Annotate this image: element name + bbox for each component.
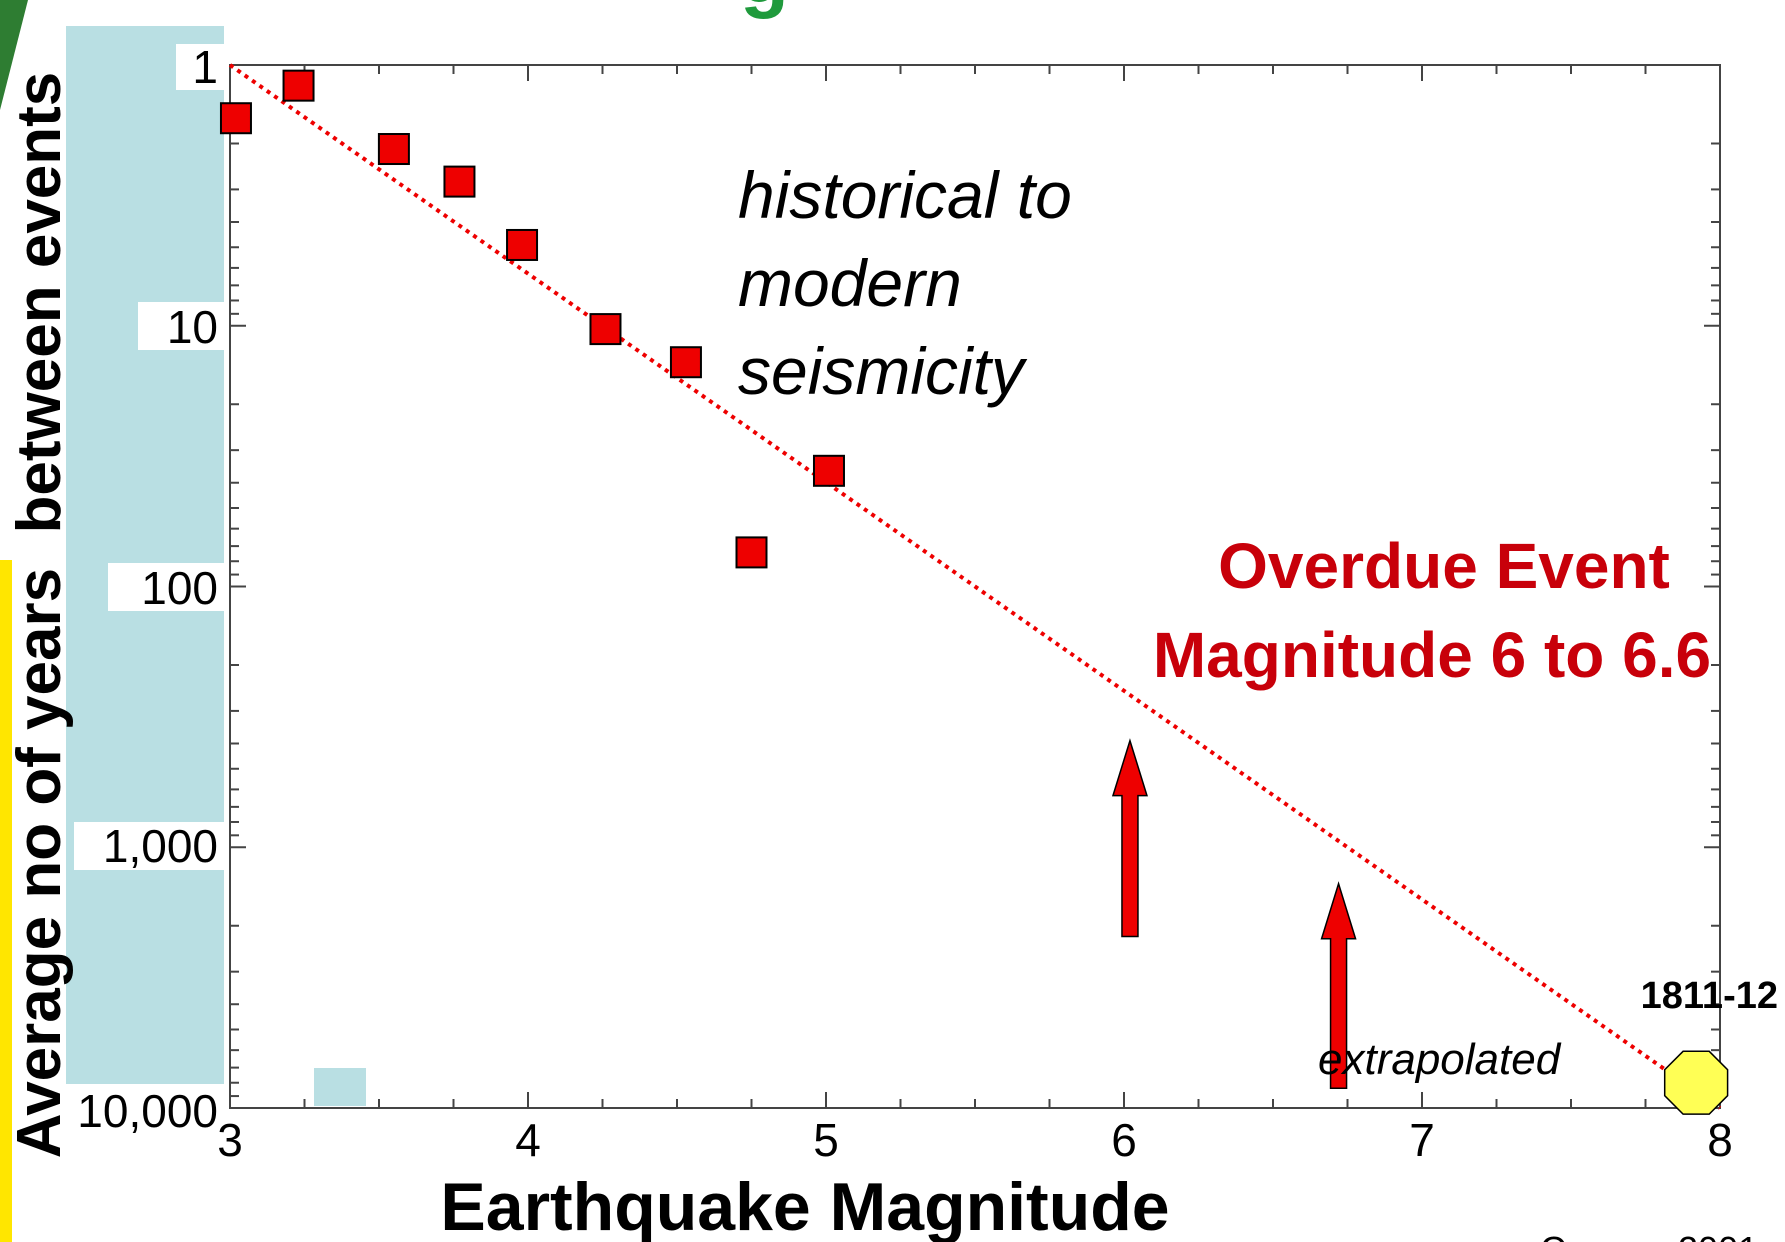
data-point <box>282 69 315 102</box>
left-green-band <box>0 0 28 110</box>
arrows <box>1111 738 1357 1090</box>
y-tick-label-bg <box>138 302 224 350</box>
marker-1811 <box>1663 1050 1729 1115</box>
y-tick-label-bg <box>74 822 224 870</box>
slide-decoration: g <box>0 0 789 1242</box>
y-tick-labels: 1 10 100 1,000 10,000 <box>74 41 224 1137</box>
data-point <box>377 133 410 166</box>
credit-label: Cramer, 2001 <box>1540 1229 1758 1242</box>
x-tick-label: 5 <box>813 1114 839 1166</box>
y-axis-title: Average no of years between events <box>5 72 74 1159</box>
overdue-annotation: Overdue Event Magnitude 6 to 6.6 <box>1153 530 1711 691</box>
historical-annotation: historical to modern seismicity <box>738 158 1072 408</box>
x-tick-label: 8 <box>1707 1114 1733 1166</box>
data-point <box>219 102 252 135</box>
data-point <box>589 313 622 346</box>
y-tick-label: 100 <box>141 562 218 614</box>
data-point <box>812 454 845 487</box>
historical-line-3: seismicity <box>738 334 1028 408</box>
arrow <box>1320 881 1357 1090</box>
overdue-line-2: Magnitude 6 to 6.6 <box>1153 619 1711 691</box>
y-tick-label: 10 <box>167 301 218 353</box>
arrow <box>1111 738 1148 938</box>
data-point <box>443 165 476 198</box>
extrapolated-label: extrapolated <box>1318 1035 1562 1084</box>
y-tick-label: 1 <box>192 41 218 93</box>
overdue-line-1: Overdue Event <box>1218 530 1670 602</box>
x-tick-label: 4 <box>515 1114 541 1166</box>
x-tick-label: 6 <box>1111 1114 1137 1166</box>
y-tick-label: 10,000 <box>77 1085 218 1137</box>
y-tick-label-bg <box>108 563 224 611</box>
fit-line <box>228 63 1722 1110</box>
y-tick-label-bg <box>176 44 224 90</box>
historical-line-1: historical to <box>738 158 1072 232</box>
slide-title-fragment: g <box>740 0 789 19</box>
x-tick-label: 7 <box>1409 1114 1435 1166</box>
data-point <box>669 346 702 379</box>
left-yellow-band <box>0 560 12 1242</box>
x-tick-label: 3 <box>217 1114 243 1166</box>
data-point <box>506 228 539 261</box>
marker-1811-label: 1811-12 <box>1641 975 1778 1017</box>
x-axis-title: Earthquake Magnitude <box>440 1169 1169 1242</box>
data-points <box>219 69 845 569</box>
y-tick-label: 1,000 <box>103 820 218 872</box>
y-label-panel <box>66 26 224 1084</box>
x-tick-labels: 3 4 5 6 7 8 <box>217 1114 1733 1166</box>
small-blue-box <box>314 1068 366 1106</box>
data-point <box>735 536 768 569</box>
historical-line-2: modern <box>738 246 962 320</box>
axis-ticks <box>229 64 1721 1108</box>
